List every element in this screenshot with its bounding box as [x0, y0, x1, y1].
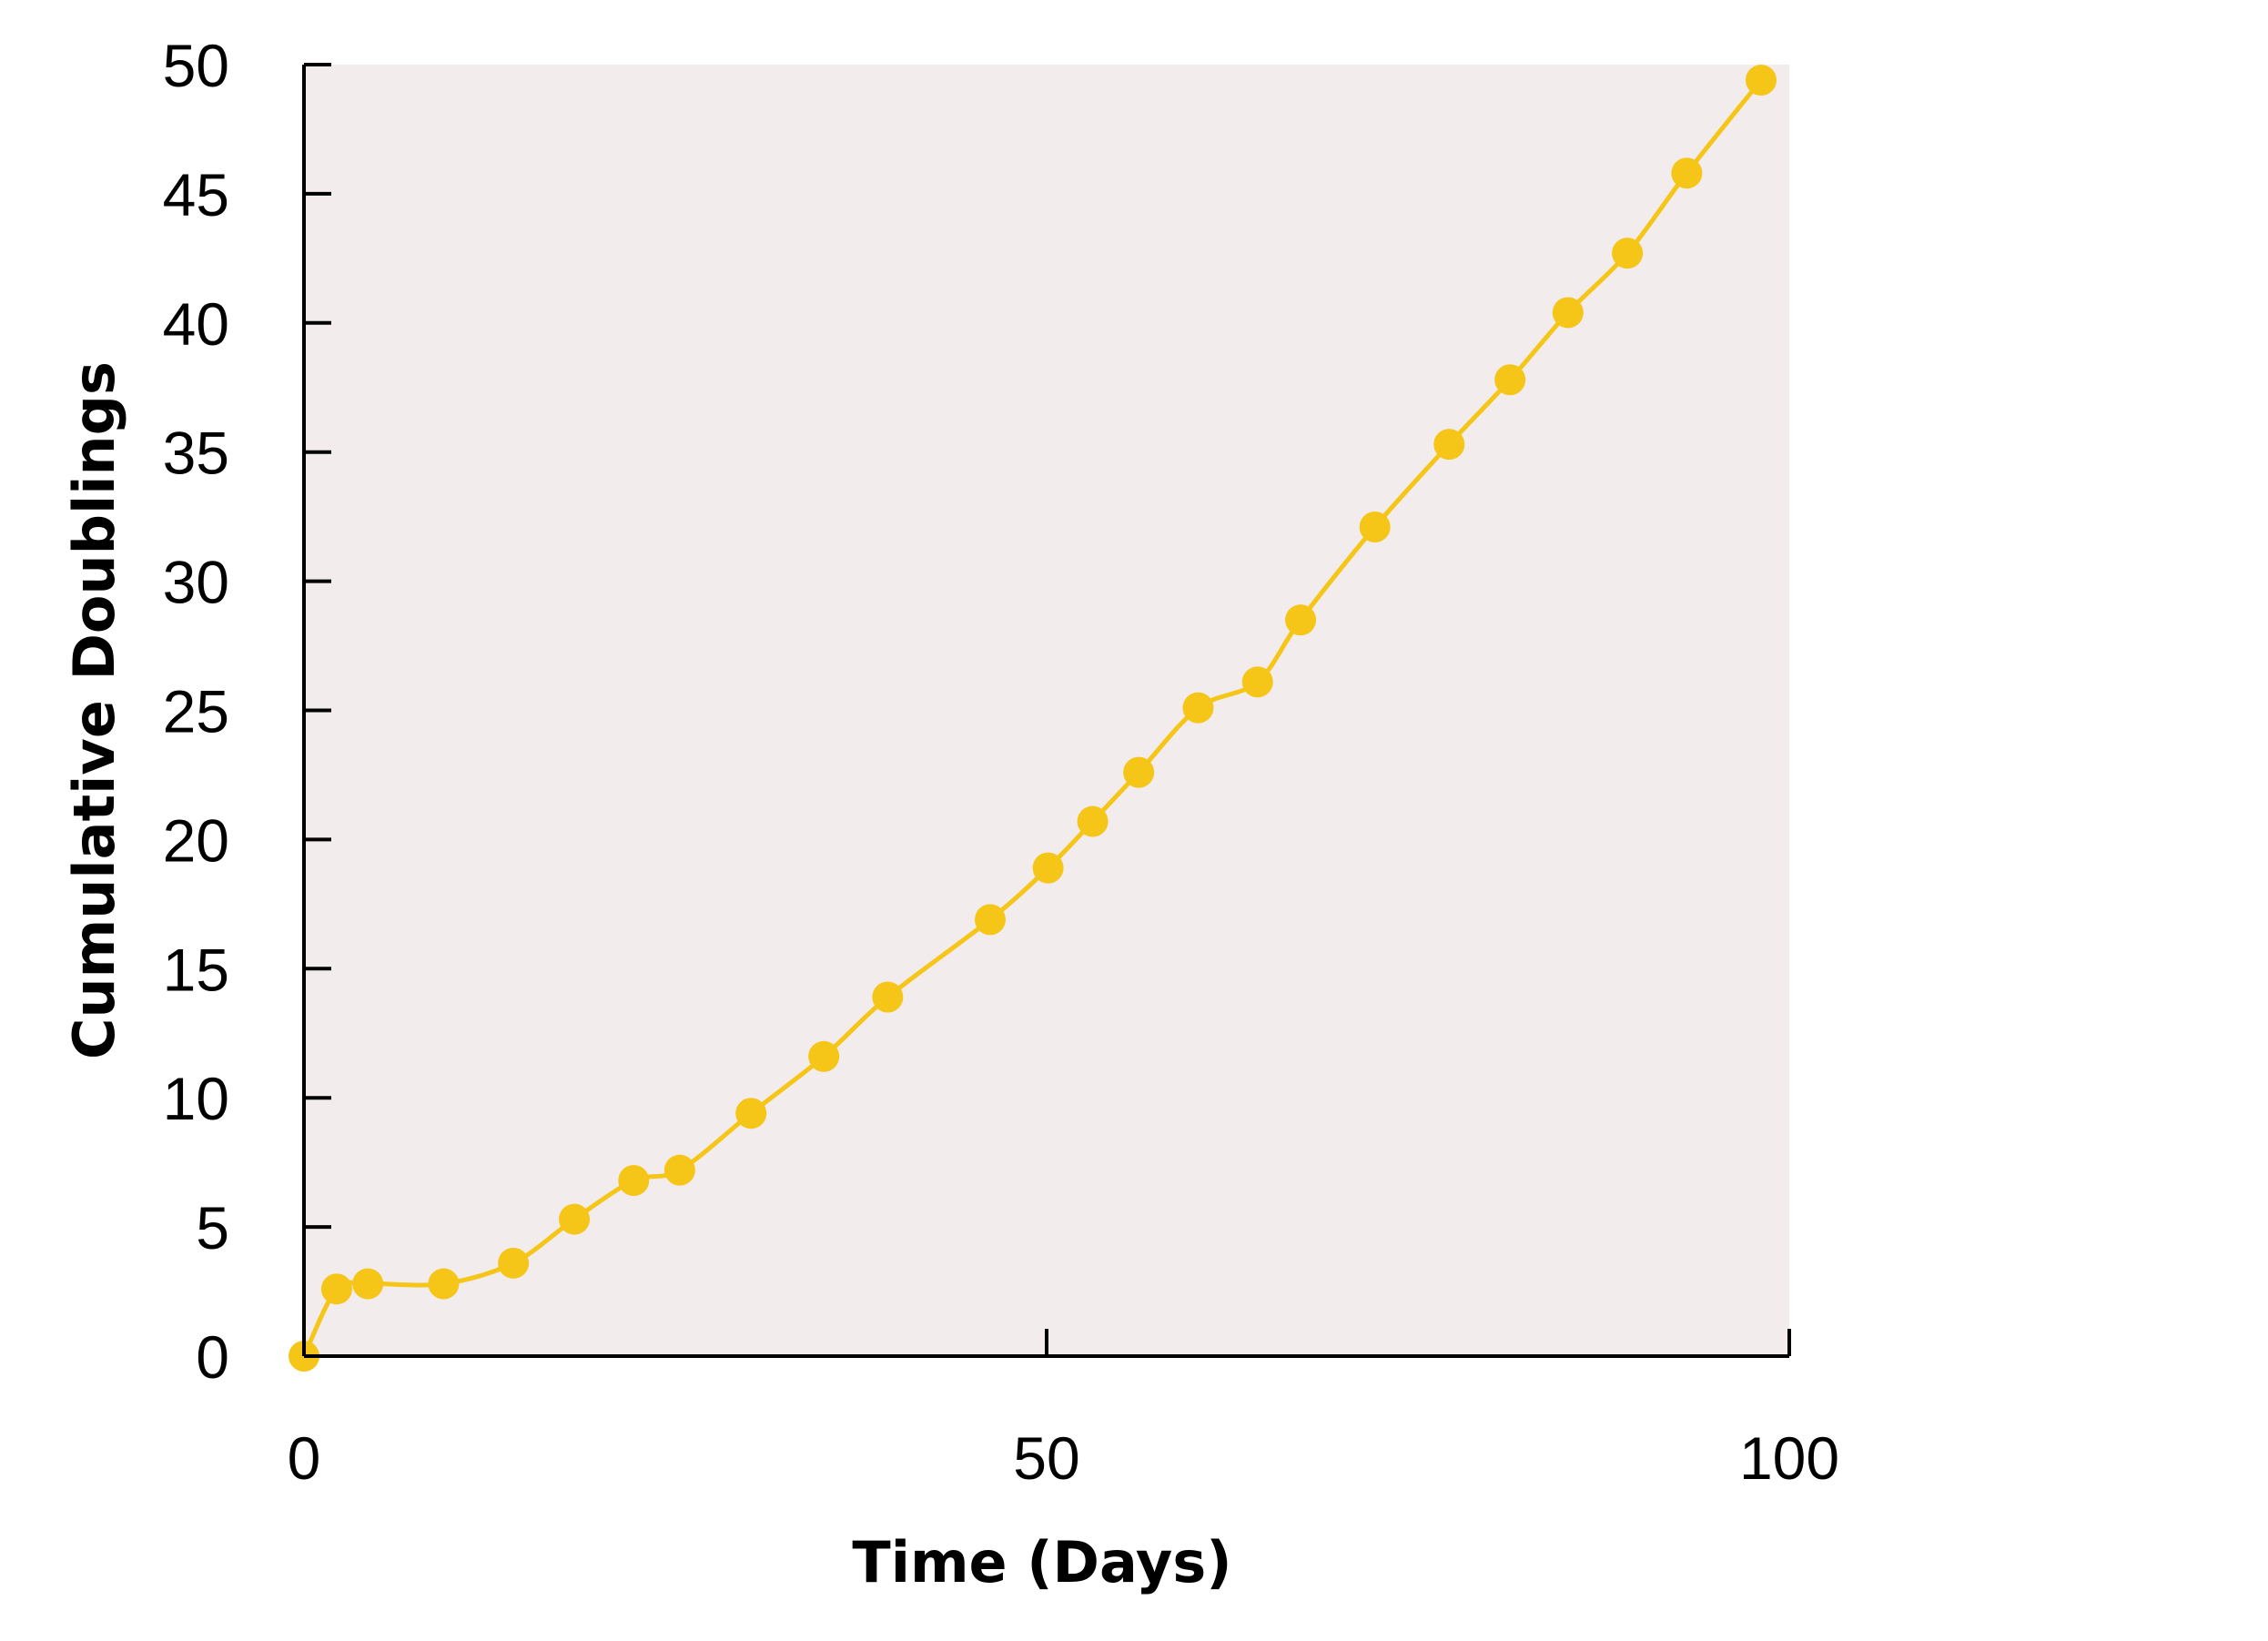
data-point — [1182, 692, 1214, 724]
data-point — [320, 1273, 352, 1305]
data-point — [1612, 238, 1644, 269]
data-point — [559, 1203, 591, 1235]
data-point — [872, 981, 904, 1013]
x-tick-label: 50 — [1013, 1424, 1079, 1492]
y-tick-label: 50 — [163, 32, 229, 99]
data-point — [1552, 297, 1584, 329]
data-point — [1032, 852, 1064, 884]
data-point — [735, 1098, 767, 1129]
data-point — [1494, 364, 1526, 396]
plot-area-background — [304, 65, 1789, 1356]
y-tick-label: 10 — [163, 1065, 229, 1132]
x-axis-title: Time (Days) — [852, 1529, 1231, 1595]
y-tick-label: 0 — [196, 1323, 229, 1391]
x-tick-label: 100 — [1739, 1424, 1839, 1492]
data-point — [498, 1247, 530, 1279]
data-point — [1077, 805, 1109, 837]
y-tick-label: 30 — [163, 549, 229, 616]
data-point — [1433, 429, 1465, 461]
data-point — [1241, 666, 1273, 698]
y-tick-label: 25 — [163, 678, 229, 745]
y-axis-title: Cumulative Doublings — [61, 361, 127, 1059]
y-tick-label: 35 — [163, 420, 229, 487]
data-point — [1285, 604, 1317, 636]
data-point — [618, 1165, 650, 1197]
data-point — [352, 1268, 384, 1300]
x-tick-label: 0 — [288, 1424, 321, 1492]
data-point — [663, 1154, 695, 1186]
y-tick-label: 20 — [163, 806, 229, 874]
axes-layer: 0 5 10 15 20 25 30 35 40 45 50 0 50 100 — [163, 32, 1839, 1492]
data-point — [1745, 65, 1777, 96]
data-point — [1359, 512, 1391, 543]
y-tick-label: 40 — [163, 290, 229, 358]
data-point — [1123, 756, 1155, 788]
data-point — [974, 904, 1006, 936]
y-tick-label: 5 — [196, 1194, 229, 1261]
data-point — [808, 1040, 840, 1072]
data-point — [1671, 157, 1703, 189]
y-tick-label: 45 — [163, 161, 229, 228]
data-point — [428, 1268, 460, 1300]
series-layer — [289, 65, 1777, 1372]
y-tick-label: 15 — [163, 936, 229, 1003]
